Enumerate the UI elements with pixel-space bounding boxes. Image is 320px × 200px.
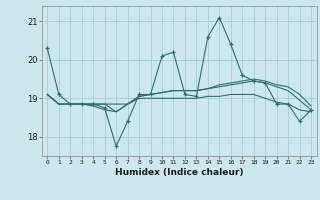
X-axis label: Humidex (Indice chaleur): Humidex (Indice chaleur) — [115, 168, 244, 177]
